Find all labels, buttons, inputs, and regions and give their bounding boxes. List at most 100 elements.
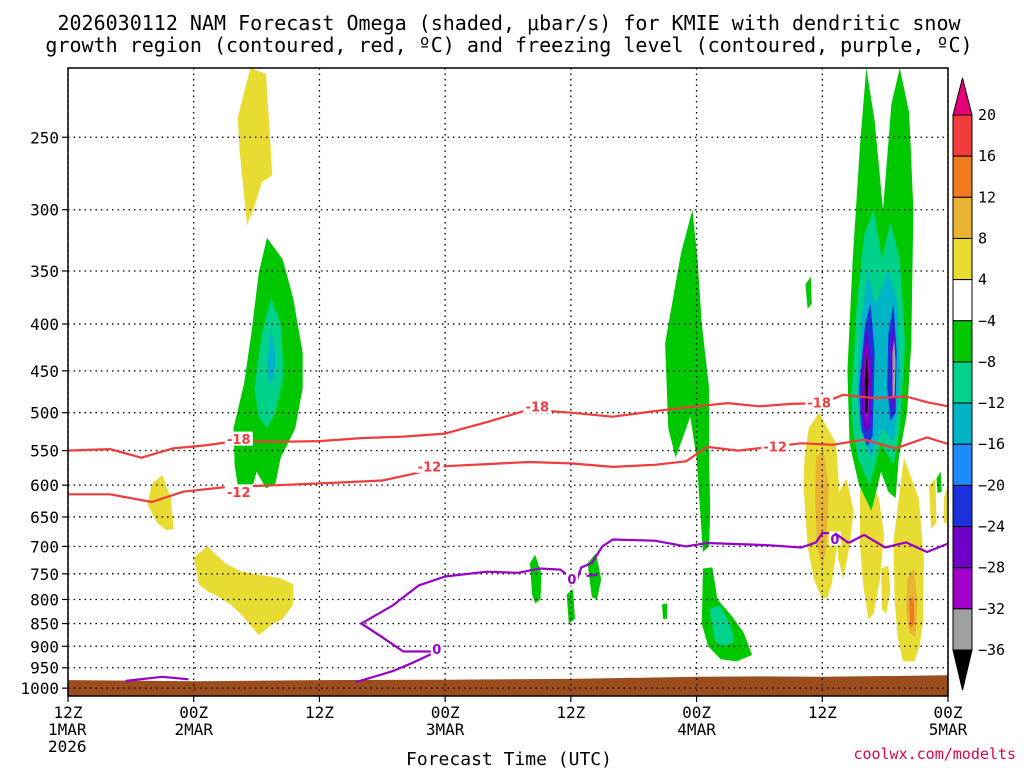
colorbar-swatch-13 <box>952 608 973 651</box>
omega-region-2 <box>193 546 294 636</box>
x-tick-label-5-0: 00Z <box>682 703 711 722</box>
omega-region-9 <box>530 554 542 604</box>
omega-region-8 <box>709 605 735 647</box>
y-tick-label-900: 900 <box>30 637 59 656</box>
x-tick-label-7-1: 5MAR <box>929 720 968 739</box>
y-tick-label-650: 650 <box>30 508 59 527</box>
dgz-label-bg-0-0 <box>224 431 253 446</box>
omega-region-7 <box>701 567 753 662</box>
y-tick-label-850: 850 <box>30 615 59 634</box>
colorbar-label-9: −20 <box>978 476 1005 494</box>
colorbar-swatch-11 <box>952 526 973 569</box>
colorbar-swatch-1 <box>952 114 973 157</box>
x-axis-label: Forecast Time (UTC) <box>406 749 612 768</box>
colorbar-swatch-10 <box>952 484 973 528</box>
x-tick-label-1-0: 00Z <box>179 703 208 722</box>
colorbar-swatch-2 <box>952 155 973 198</box>
colorbar-label-12: −32 <box>978 600 1005 618</box>
colorbar-swatch-3 <box>952 196 973 239</box>
omega-region-22 <box>929 478 937 529</box>
x-tick-label-7-0: 00Z <box>934 703 963 722</box>
omega-region-23 <box>943 485 948 523</box>
y-tick-label-750: 750 <box>30 565 59 584</box>
colorbar-swatch-5 <box>952 279 973 322</box>
colorbar-swatch-4 <box>952 237 973 281</box>
y-tick-label-550: 550 <box>30 442 59 461</box>
dgz-label-0-2: -18 <box>807 397 831 412</box>
omega-region-16 <box>860 478 885 619</box>
omega-region-5 <box>267 329 276 384</box>
freezing-line-0-3 <box>125 675 189 682</box>
colorbar-label-2: 12 <box>978 188 996 206</box>
x-tick-label-0-1: 1MAR <box>48 720 87 739</box>
y-tick-label-800: 800 <box>30 590 59 609</box>
colorbar-label-10: −24 <box>978 518 1005 536</box>
y-tick-label-500: 500 <box>30 404 59 423</box>
chart-title: 2026030112 NAM Forecast Omega (shaded, μ… <box>45 11 972 57</box>
omega-region-6 <box>665 209 711 552</box>
colorbar-label-4: 4 <box>978 271 987 289</box>
colorbar-swatch-9 <box>952 443 973 486</box>
x-tick-label-3-0: 00Z <box>431 703 460 722</box>
omega-region-32 <box>892 338 896 397</box>
colorbar-label-5: −4 <box>978 312 996 330</box>
dgz-label-1-1: -12 <box>418 460 442 475</box>
x-tick-label-4-0: 12Z <box>556 703 585 722</box>
colorbar-label-8: −16 <box>978 435 1005 453</box>
y-tick-label-600: 600 <box>30 476 59 495</box>
omega-region-0 <box>237 68 273 226</box>
freezing-line-0-4 <box>586 573 598 577</box>
y-tick-label-350: 350 <box>30 262 59 281</box>
freezing-line-0-0 <box>355 650 438 684</box>
dendritic-growth-contours: -18 -18 -18 -12 -12 -12 <box>67 393 949 504</box>
omega-region-18 <box>835 478 854 580</box>
y-tick-label-1000: 1000 <box>20 679 59 698</box>
freezing-level-contours: 0 0 0 <box>125 531 949 684</box>
colorbar-label-3: 8 <box>978 229 987 247</box>
omega-region-13 <box>805 276 812 309</box>
gridlines <box>67 68 949 696</box>
dgz-label-bg-1-1 <box>415 458 444 473</box>
freezing-line-1-0 <box>834 532 850 544</box>
x-tick-label-5-1: 4MAR <box>677 720 716 739</box>
y-tick-label-450: 450 <box>30 362 59 381</box>
freezing-label-0-1: 0 <box>830 533 839 548</box>
colorbar-bottom-arrow <box>952 649 973 691</box>
y-tick-label-300: 300 <box>30 201 59 220</box>
dgz-label-bg-0-2 <box>805 395 834 410</box>
freezing-line-0-2 <box>847 533 949 554</box>
chart-title-line-1: 2026030112 NAM Forecast Omega (shaded, μ… <box>57 11 961 35</box>
colorbar-label-7: −12 <box>978 394 1005 412</box>
y-tick-label-700: 700 <box>30 537 59 556</box>
y-tick-label-400: 400 <box>30 315 59 334</box>
omega-shading <box>147 68 948 662</box>
colorbar-label-0: 20 <box>978 106 996 124</box>
omega-region-34 <box>936 471 942 493</box>
y-tick-label-950: 950 <box>30 659 59 678</box>
x-tick-label-6-0: 12Z <box>808 703 837 722</box>
ground-layer <box>68 675 948 696</box>
omega-region-19 <box>893 457 924 662</box>
colorbar: 20 16 12 8 4 −4 −8 −12 −16 −20 −24 −28 −32 −36 <box>952 77 1005 691</box>
dgz-label-1-2: -12 <box>763 440 787 455</box>
dgz-label-0-0: -18 <box>227 433 251 448</box>
colorbar-label-6: −8 <box>978 353 996 371</box>
freezing-label-bg-0-0 <box>565 571 578 586</box>
dgz-label-bg-0-1 <box>523 399 552 414</box>
chart-title-line-2: growth region (contoured, red, ºC) and f… <box>45 33 972 57</box>
y-tick-label-250: 250 <box>30 128 59 147</box>
omega-region-10 <box>587 553 602 600</box>
omega-region-21 <box>909 597 915 629</box>
freezing-line-0-1 <box>360 531 835 653</box>
freezing-label-0-0: 0 <box>567 573 576 588</box>
y-axis: 250 300 350 400 450 500 550 600 650 700 750 800 850 9… <box>20 128 68 698</box>
x-tick-label-2-0: 12Z <box>305 703 334 722</box>
x-tick-label-0-0: 12Z <box>54 703 83 722</box>
colorbar-top-arrow <box>952 77 973 116</box>
x-tick-label-1-1: 2MAR <box>174 720 213 739</box>
freezing-label-0-2: 0 <box>432 643 441 658</box>
colorbar-label-11: −28 <box>978 559 1005 577</box>
dgz-label-bg-1-2 <box>761 438 790 453</box>
